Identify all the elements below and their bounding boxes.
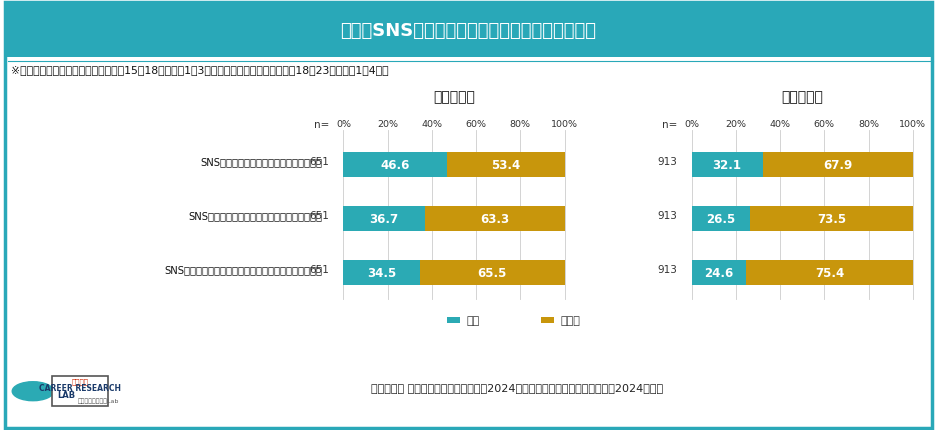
Text: 651: 651 bbox=[310, 211, 329, 221]
Circle shape bbox=[12, 382, 54, 401]
Text: SNSで直接アルバイトを探した経験がある: SNSで直接アルバイトを探した経験がある bbox=[200, 157, 323, 167]
Text: キャリアリサーチLab: キャリアリサーチLab bbox=[78, 398, 120, 403]
Text: 46.6: 46.6 bbox=[380, 159, 409, 172]
Text: 40%: 40% bbox=[422, 120, 442, 129]
Text: 913: 913 bbox=[658, 157, 678, 167]
Text: いいえ: いいえ bbox=[561, 315, 581, 326]
Text: 67.9: 67.9 bbox=[823, 159, 853, 172]
Text: 40%: 40% bbox=[770, 120, 790, 129]
Text: 20%: 20% bbox=[726, 120, 746, 129]
Text: SNSで直接アルバイトの応募をした経験がある: SNSで直接アルバイトの応募をした経験がある bbox=[189, 211, 323, 221]
Text: 913: 913 bbox=[658, 211, 678, 221]
Text: 65.5: 65.5 bbox=[477, 267, 507, 280]
Bar bbox=[420, 261, 565, 286]
Text: 【高校生】: 【高校生】 bbox=[433, 90, 475, 104]
Text: 53.4: 53.4 bbox=[491, 159, 520, 172]
Text: 100%: 100% bbox=[900, 120, 926, 129]
Text: ※回答対象：現在アルバイト就業中の15〜18歳の高校1〜3年生、現在アルバイト就業中の18〜23歳の大学1〜4年生: ※回答対象：現在アルバイト就業中の15〜18歳の高校1〜3年生、現在アルバイト就… bbox=[11, 64, 389, 75]
Text: 60%: 60% bbox=[466, 120, 486, 129]
Text: 651: 651 bbox=[310, 157, 329, 167]
Text: 「マイナビ 高校生のアルバイト調査（2024年）／大学生のアルバイト調査（2024年）」: 「マイナビ 高校生のアルバイト調査（2024年）／大学生のアルバイト調査（202… bbox=[372, 382, 663, 392]
Text: SNSで直接アルバイトの応募をして、働いた経験がある: SNSで直接アルバイトの応募をして、働いた経験がある bbox=[165, 264, 323, 274]
Text: はい: はい bbox=[467, 315, 480, 326]
Bar bbox=[343, 207, 424, 232]
Text: LAB: LAB bbox=[56, 390, 75, 399]
Text: 913: 913 bbox=[658, 264, 678, 274]
Text: 36.7: 36.7 bbox=[370, 213, 399, 226]
Text: 32.1: 32.1 bbox=[712, 159, 742, 172]
Bar bbox=[692, 261, 746, 286]
Text: 20%: 20% bbox=[377, 120, 398, 129]
Bar bbox=[343, 261, 420, 286]
Text: 0%: 0% bbox=[684, 120, 699, 129]
Bar bbox=[762, 153, 913, 178]
FancyBboxPatch shape bbox=[5, 3, 932, 428]
Bar bbox=[692, 153, 762, 178]
Text: 学生のSNSでのアルバイト探し・応募・就労経験: 学生のSNSでのアルバイト探し・応募・就労経験 bbox=[340, 22, 596, 40]
Text: 100%: 100% bbox=[551, 120, 578, 129]
Text: 80%: 80% bbox=[510, 120, 531, 129]
Text: 75.4: 75.4 bbox=[815, 267, 844, 280]
Text: 26.5: 26.5 bbox=[707, 213, 736, 226]
Text: CAREER RESEARCH: CAREER RESEARCH bbox=[39, 384, 121, 392]
Bar bbox=[692, 207, 750, 232]
Text: 24.6: 24.6 bbox=[704, 267, 733, 280]
FancyBboxPatch shape bbox=[52, 376, 108, 406]
Text: マイナビ: マイナビ bbox=[72, 377, 88, 384]
Text: 0%: 0% bbox=[336, 120, 351, 129]
Bar bbox=[343, 153, 447, 178]
Text: 【大学生】: 【大学生】 bbox=[781, 90, 823, 104]
Bar bbox=[447, 317, 460, 323]
Bar bbox=[746, 261, 913, 286]
Text: 651: 651 bbox=[310, 264, 329, 274]
Bar bbox=[541, 317, 554, 323]
Text: 60%: 60% bbox=[814, 120, 835, 129]
Bar bbox=[424, 207, 565, 232]
Text: n=: n= bbox=[314, 120, 329, 130]
Text: n=: n= bbox=[662, 120, 678, 130]
Text: 80%: 80% bbox=[858, 120, 879, 129]
Bar bbox=[750, 207, 913, 232]
Text: 63.3: 63.3 bbox=[480, 213, 509, 226]
Text: 34.5: 34.5 bbox=[367, 267, 396, 280]
Bar bbox=[447, 153, 565, 178]
FancyBboxPatch shape bbox=[5, 3, 932, 58]
Text: 73.5: 73.5 bbox=[817, 213, 846, 226]
